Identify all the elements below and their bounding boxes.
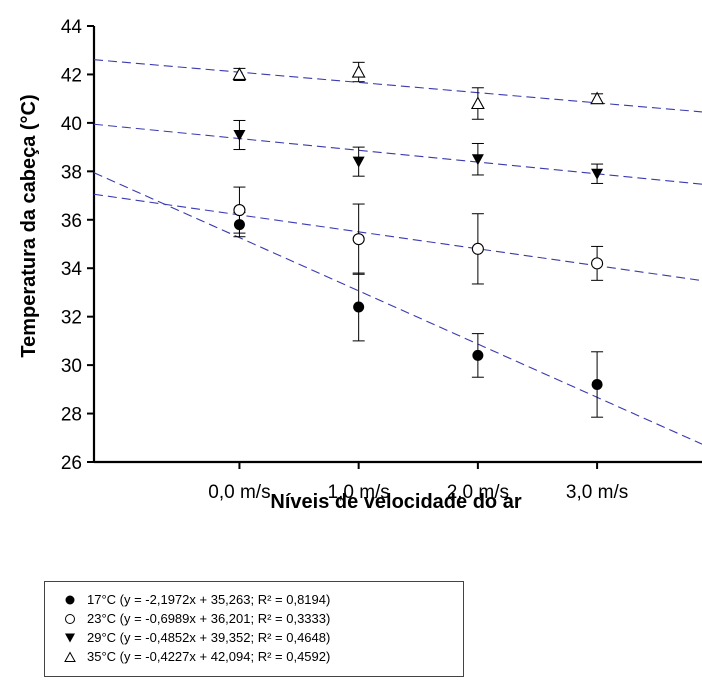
data-point — [232, 67, 247, 80]
axes — [87, 25, 702, 469]
legend-label: 17°C (y = -2,1972x + 35,263; R² = 0,8194… — [87, 592, 331, 607]
data-point — [233, 130, 246, 141]
data-point — [590, 91, 605, 105]
data-point — [591, 168, 604, 180]
data-point — [471, 154, 484, 166]
data-points — [232, 64, 605, 390]
y-tick-label: 42 — [61, 65, 82, 86]
data-point — [352, 233, 365, 246]
data-point — [352, 156, 365, 168]
y-tick-label: 34 — [61, 259, 83, 280]
open-triangle-up-icon — [64, 650, 76, 662]
y-tick-label: 38 — [61, 162, 82, 183]
y-tick-label: 30 — [61, 356, 82, 377]
legend-item: 29°C (y = -0,4852x + 39,352; R² = 0,4648… — [61, 628, 463, 647]
legend-label: 35°C (y = -0,4227x + 42,094; R² = 0,4592… — [87, 649, 331, 664]
data-point — [471, 242, 484, 255]
chart: 26 28 30 32 34 36 38 40 42 44 0,0 m/s 1,0 m/s 2,0 m/… — [18, 17, 702, 513]
data-point — [591, 378, 603, 390]
x-tick-label: 2,0 m/s — [447, 482, 509, 503]
x-axis-title: Níveis de velocidade do ar — [270, 491, 521, 513]
trendline — [93, 193, 702, 282]
x-tick-label: 3,0 m/s — [566, 482, 628, 503]
filled-triangle-down-icon — [65, 633, 75, 642]
y-tick-label: 32 — [61, 308, 82, 329]
data-point — [470, 96, 485, 110]
y-tick-label: 44 — [61, 17, 83, 38]
tick-labels: 26 28 30 32 34 36 38 40 42 44 0,0 m/s 1,0 m/s 2,0 m/… — [61, 17, 628, 503]
data-point — [472, 349, 484, 361]
data-point — [351, 64, 366, 78]
legend: 17°C (y = -2,1972x + 35,263; R² = 0,8194… — [44, 581, 464, 677]
legend-item: 23°C (y = -0,6989x + 36,201; R² = 0,3333… — [61, 609, 463, 628]
trendline — [93, 123, 702, 185]
trendline — [93, 172, 702, 445]
x-tick-label: 0,0 m/s — [208, 482, 270, 503]
data-point — [591, 257, 604, 270]
legend-label: 29°C (y = -0,4852x + 39,352; R² = 0,4648… — [87, 630, 331, 645]
y-axis-title: Temperatura da cabeça (°C) — [18, 94, 40, 357]
legend-label: 23°C (y = -0,6989x + 36,201; R² = 0,3333… — [87, 611, 331, 626]
data-point — [233, 204, 246, 217]
legend-item: 35°C (y = -0,4227x + 42,094; R² = 0,4592… — [61, 647, 463, 666]
x-tick-label: 1,0 m/s — [328, 482, 390, 503]
y-tick-label: 36 — [61, 211, 82, 232]
trendline — [93, 59, 702, 113]
data-point — [353, 301, 365, 313]
filled-circle-icon — [65, 595, 75, 604]
y-tick-label: 26 — [61, 453, 82, 474]
y-tick-label: 28 — [61, 405, 82, 426]
trendlines — [93, 59, 702, 445]
open-circle-icon — [65, 613, 75, 624]
y-tick-label: 40 — [61, 114, 82, 135]
legend-item: 17°C (y = -2,1972x + 35,263; R² = 0,8194… — [61, 590, 463, 609]
data-point — [233, 219, 245, 231]
